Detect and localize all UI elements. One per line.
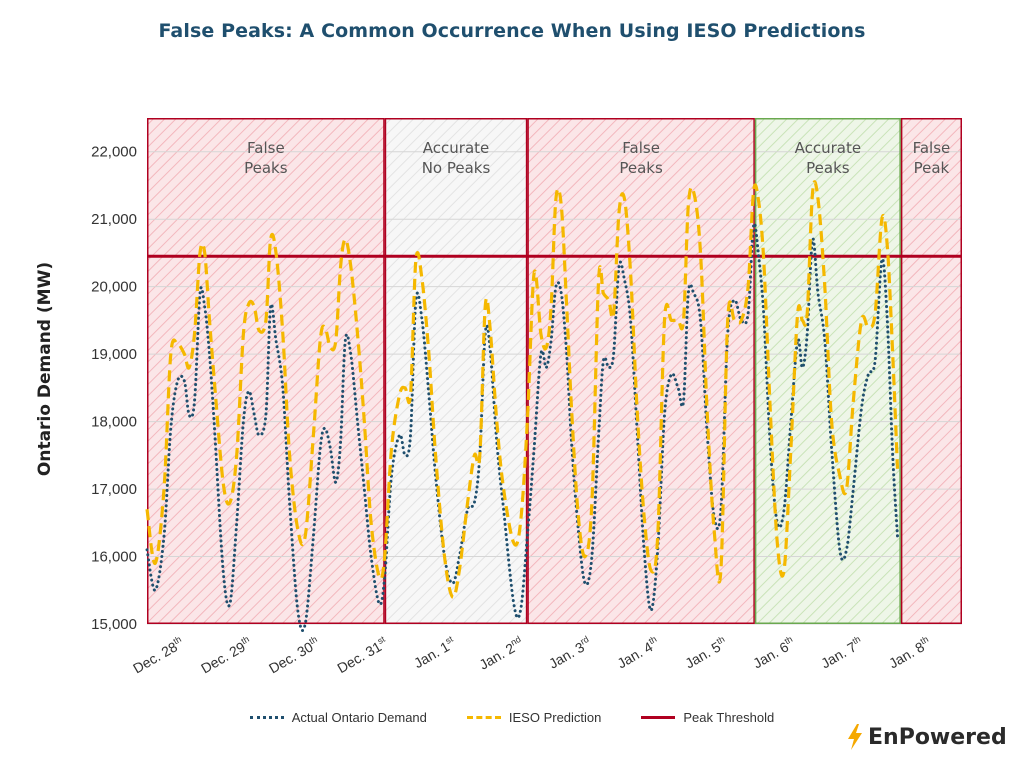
region-label-1-0: Accurate [423,139,489,157]
x-tick-label: Jan. 8th [886,634,934,672]
region-label-2-0: False [622,139,660,157]
legend-swatch-actual [249,716,284,719]
x-tick-label: Dec. 30th [265,634,322,677]
region-label-3-1: Peaks [806,159,850,177]
x-tick-label: Dec. 31st [334,634,391,677]
region-label-1-1: No Peaks [422,159,491,177]
x-tick-label: Jan. 5th [682,634,730,672]
legend-label-prediction: IESO Prediction [508,710,602,725]
x-tick-label: Jan. 4th [614,634,662,672]
y-tick-label: 19,000 [91,346,137,363]
legend-item-prediction: IESO Prediction [466,710,602,725]
y-tick-label: 22,000 [91,144,137,161]
lightning-bolt-icon [848,724,862,750]
region-border-4 [900,118,962,624]
region-border-1 [384,118,528,624]
legend-item-actual: Actual Ontario Demand [249,710,427,725]
region-label-4-1: Peak [914,159,950,177]
brand-name: EnPowered [868,724,1007,750]
region-border-0 [147,118,385,624]
y-axis-ticks: 15,000 16,000 17,000 18,000 19,000 20,000 21,0… [91,144,137,633]
region-false-4 [900,118,962,624]
series-ieso-prediction [145,180,900,599]
x-tick-label: Dec. 28th [130,634,187,677]
series-actual-demand [145,222,899,633]
legend-swatch-prediction [466,716,501,719]
region-label-2-1: Peaks [619,159,663,177]
region-label-3-0: Accurate [795,139,861,157]
x-axis-ticks: Dec. 28th Dec. 29th Dec. 30th Dec. 31st Jan.… [130,634,934,677]
region-label-4-0: False [913,139,951,157]
x-tick-label: Jan. 1st [411,634,459,672]
region-borders-layer [147,118,962,624]
x-tick-label: Jan. 2nd [476,634,526,673]
y-tick-label: 21,000 [91,211,137,228]
y-tick-label: 17,000 [91,481,137,498]
brand-logo: EnPowered [846,724,1007,750]
region-labels-layer: False Peaks Accurate No Peaks False Peaks Accu… [244,139,950,177]
x-tick-label: Jan. 6th [750,634,798,672]
y-axis-label: Ontario Demand (MW) [35,262,55,476]
region-accurate-none-1 [384,118,528,624]
legend-label-threshold: Peak Threshold [683,710,775,725]
series-layer [145,180,900,633]
x-tick-label: Jan. 3rd [545,634,593,672]
regions-layer [147,118,962,624]
legend-label-actual: Actual Ontario Demand [291,710,427,725]
region-label-0-0: False [247,139,285,157]
region-false-0 [147,118,385,624]
y-tick-label: 15,000 [91,616,137,633]
legend-swatch-threshold [641,716,676,719]
x-tick-label: Dec. 29th [198,634,255,677]
x-tick-label: Jan. 7th [818,634,866,672]
y-tick-label: 18,000 [91,414,137,431]
legend: Actual Ontario Demand IESO Prediction Pe… [0,710,1024,725]
legend-item-threshold: Peak Threshold [641,710,774,725]
region-border-3 [754,118,901,624]
region-label-0-1: Peaks [244,159,288,177]
y-tick-label: 20,000 [91,279,137,296]
region-false-2 [527,118,755,624]
chart-title: False Peaks: A Common Occurrence When Us… [158,20,866,42]
y-tick-label: 16,000 [91,549,137,566]
